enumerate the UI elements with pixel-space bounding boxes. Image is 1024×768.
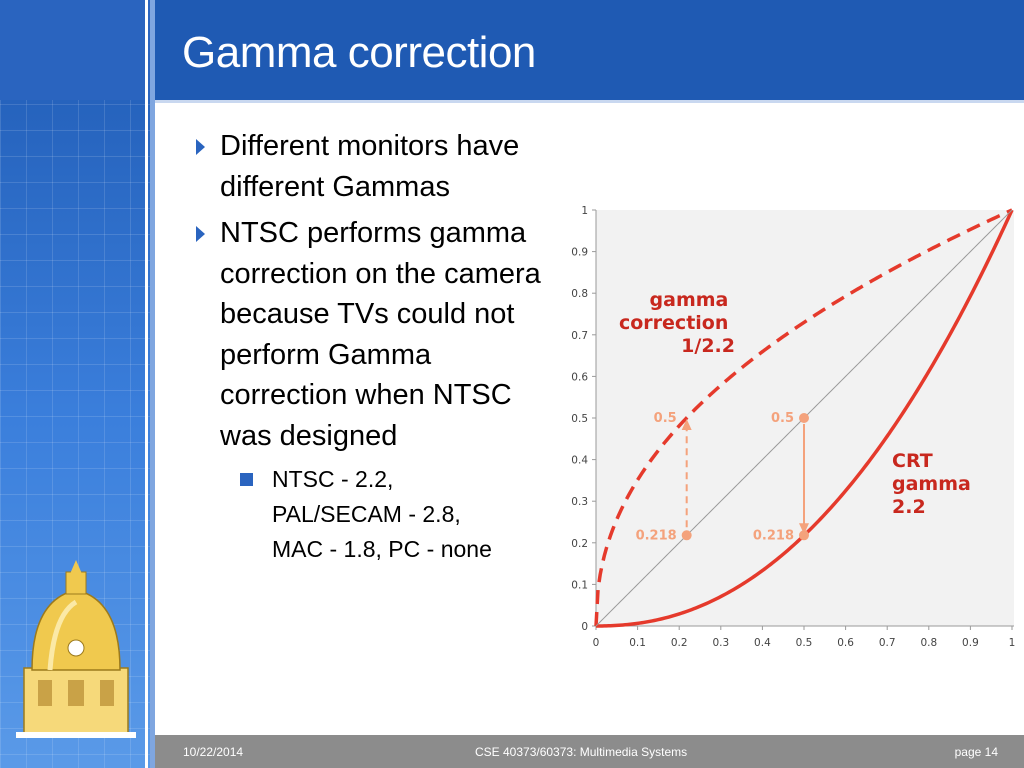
triangle-right-icon	[196, 226, 205, 242]
x-tick-label: 0.2	[671, 637, 688, 649]
sub-bullet-item: NTSC - 2.2, PAL/SECAM - 2.8, MAC - 1.8, …	[190, 462, 555, 567]
correction-label-line: 1/2.2	[681, 335, 735, 357]
y-tick-label: 0.9	[571, 247, 588, 259]
golden-dome-logo	[16, 560, 136, 738]
x-tick-label: 0.1	[629, 637, 646, 649]
series-line-dashed	[594, 208, 1013, 627]
sub-bullet-line: PAL/SECAM - 2.8,	[272, 501, 461, 527]
sidebar-panel	[0, 0, 150, 768]
footer-bar: 10/22/2014 CSE 40373/60373: Multimedia S…	[155, 735, 1024, 768]
crt-label-line: gamma	[892, 473, 971, 495]
correction-curve-label: gamma correction 1/2.2	[619, 289, 735, 357]
x-tick-label: 0.8	[920, 637, 937, 649]
y-tick-label: 1	[581, 205, 588, 217]
correction-label-line: gamma	[650, 289, 729, 311]
value-label: 0.5	[771, 411, 794, 426]
y-tick-label: 0.2	[571, 538, 588, 550]
sidebar-top-block	[0, 0, 150, 100]
triangle-right-icon	[196, 139, 205, 155]
value-marker	[799, 530, 809, 541]
sidebar-divider-blue	[150, 0, 155, 768]
bullet-item: Different monitors have different Gammas	[190, 126, 555, 207]
y-tick-label: 0.5	[571, 413, 588, 425]
gamma-chart: 0 0.1 0.2 0.3 0.4 0.5 0.6 0.7 0.8 0.9 1 0 0.1 0.2 0.3 0…	[571, 205, 1016, 649]
x-tick-label: 0.7	[879, 637, 896, 649]
value-marker	[799, 413, 809, 423]
slide-content: Different monitors have different Gammas…	[190, 126, 555, 567]
crt-curve-label: CRT gamma 2.2	[892, 450, 977, 518]
value-label: 0.5	[654, 411, 677, 426]
x-tick-label: 0.9	[962, 637, 979, 649]
slide-title: Gamma correction	[182, 28, 536, 77]
y-tick-label: 0.1	[571, 579, 588, 591]
square-bullet-icon	[240, 473, 253, 486]
x-tick-label: 0.4	[754, 637, 771, 649]
bullet-text: NTSC performs gamma correction on the ca…	[220, 217, 541, 452]
footer-date: 10/22/2014	[183, 745, 244, 759]
crt-label-line: 2.2	[892, 496, 926, 518]
value-label: 0.218	[753, 528, 794, 543]
footer-course: CSE 40373/60373: Multimedia Systems	[475, 745, 688, 759]
arrow-head-up	[681, 419, 692, 430]
sub-bullet-line: NTSC - 2.2,	[272, 466, 394, 492]
y-tick-label: 0.4	[571, 455, 588, 467]
correction-label-line: correction	[619, 312, 728, 334]
bullet-text: Different monitors have different Gammas	[220, 130, 520, 203]
value-label: 0.218	[636, 528, 677, 543]
value-marker	[681, 530, 692, 541]
x-tick-label: 0.6	[837, 637, 854, 649]
arrow-head-down	[799, 523, 809, 535]
x-tick-label: 1	[1009, 637, 1016, 649]
bullet-item: NTSC performs gamma correction on the ca…	[190, 213, 555, 456]
y-tick-label: 0.6	[571, 371, 588, 383]
crt-label-line: CRT	[892, 450, 933, 472]
y-tick-label: 0.3	[571, 496, 588, 508]
sub-bullet-line: MAC - 1.8, PC - none	[272, 536, 492, 562]
x-tick-label: 0.3	[712, 637, 729, 649]
footer-page-number: page 14	[954, 745, 998, 759]
sidebar-divider-white	[145, 0, 148, 768]
header-rule	[155, 100, 1024, 103]
y-tick-label: 0.7	[571, 330, 588, 342]
x-tick-label: 0	[593, 637, 600, 649]
y-tick-label: 0	[581, 621, 588, 633]
y-tick-label: 0.8	[571, 288, 588, 300]
title-bar	[155, 0, 1024, 100]
x-tick-label: 0.5	[796, 637, 813, 649]
